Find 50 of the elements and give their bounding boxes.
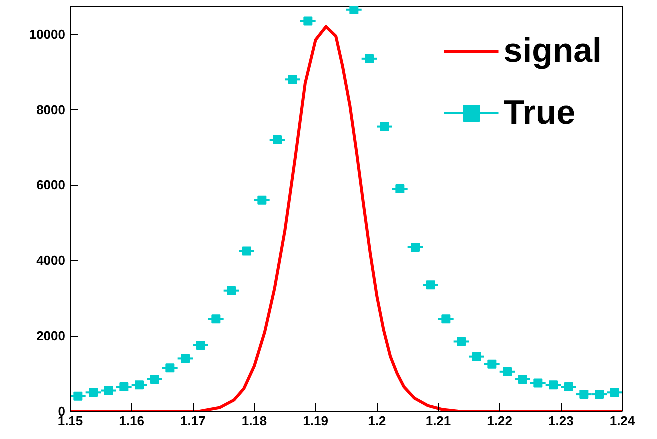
point xyxy=(426,280,436,290)
point xyxy=(304,16,313,26)
point xyxy=(242,246,252,256)
point xyxy=(89,388,98,398)
point xyxy=(135,380,144,390)
x-tick-label: 1.21 xyxy=(426,414,452,428)
point xyxy=(273,135,282,144)
point xyxy=(74,392,83,401)
legend-label: signal xyxy=(504,30,602,72)
point xyxy=(564,382,574,392)
point xyxy=(166,364,175,373)
y-tick-label: 8000 xyxy=(36,102,66,118)
point xyxy=(258,196,267,205)
point xyxy=(227,286,236,296)
point xyxy=(181,354,190,364)
point xyxy=(610,388,620,398)
x-tick-label: 1.17 xyxy=(180,414,206,428)
point xyxy=(196,341,206,350)
y-tick-label: 10000 xyxy=(29,26,66,42)
point xyxy=(120,382,129,392)
x-tick-label: 1.2 xyxy=(368,414,386,428)
x-tick-label: 1.19 xyxy=(303,414,328,428)
point xyxy=(350,6,359,14)
point xyxy=(365,54,374,64)
point xyxy=(595,390,604,400)
point xyxy=(442,314,451,324)
legend-label: True xyxy=(504,92,576,134)
point xyxy=(411,242,420,252)
x-tick-label: 1.18 xyxy=(242,414,268,428)
x-tick-label: 1.24 xyxy=(610,414,636,428)
x-tick-label: 1.23 xyxy=(548,414,574,428)
point xyxy=(549,380,558,390)
point xyxy=(472,352,482,362)
point xyxy=(534,378,543,388)
point xyxy=(518,374,528,384)
point xyxy=(503,367,512,376)
point xyxy=(488,360,497,369)
point xyxy=(104,386,114,396)
point xyxy=(380,122,390,132)
point xyxy=(396,184,405,194)
x-tick-label: 1.22 xyxy=(487,414,512,428)
y-tick-label: 6000 xyxy=(36,178,66,193)
point xyxy=(580,390,589,400)
point xyxy=(150,374,160,384)
point xyxy=(212,314,221,324)
y-tick-label: 4000 xyxy=(36,253,66,268)
point xyxy=(457,337,466,346)
y-tick-label: 2000 xyxy=(36,328,66,344)
point xyxy=(288,75,298,84)
x-tick-label: 1.16 xyxy=(119,414,144,428)
